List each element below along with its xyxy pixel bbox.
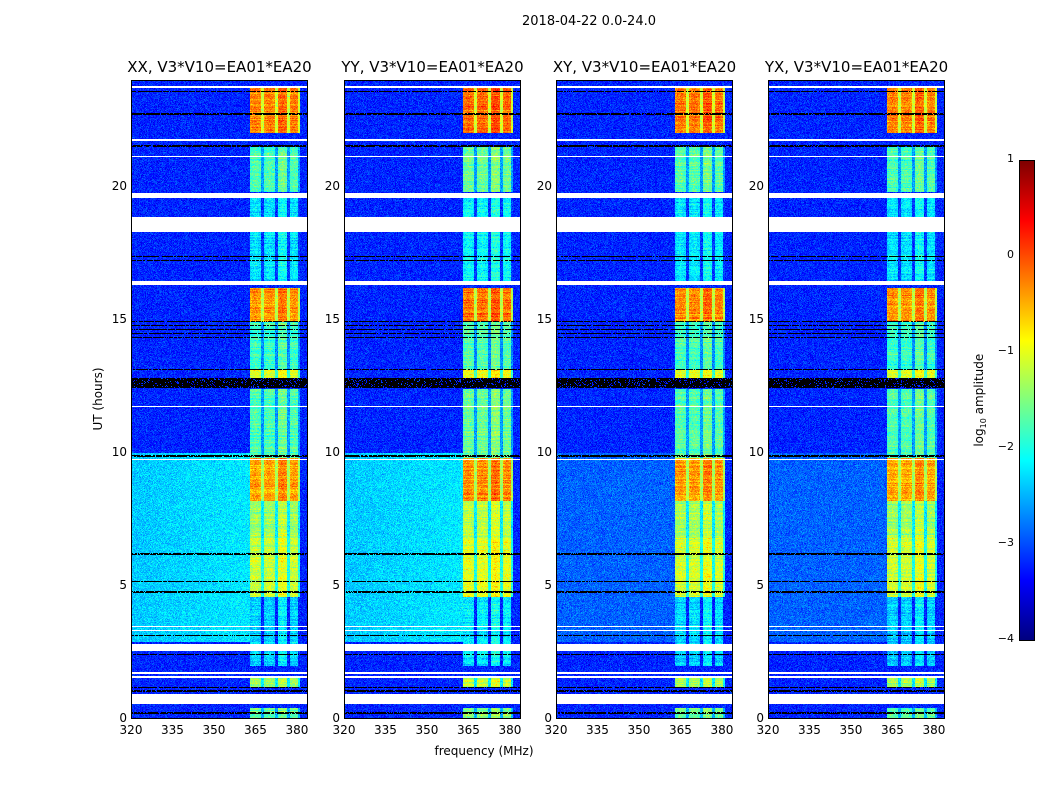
x-tick-label: 365 xyxy=(881,723,904,737)
x-tick-label: 365 xyxy=(457,723,480,737)
colorbar-label: log10 amplitude xyxy=(972,320,988,480)
y-tick-label: 0 xyxy=(119,711,127,725)
colorbar-tick-label: −1 xyxy=(997,344,1014,357)
y-tick-label: 0 xyxy=(756,711,764,725)
panel-title: YX, V3*V10=EA01*EA20 xyxy=(764,58,949,76)
x-tick-label: 335 xyxy=(586,723,609,737)
y-tick-label: 20 xyxy=(111,178,127,193)
y-tick-label: 10 xyxy=(111,444,127,459)
y-tick-label: 20 xyxy=(324,178,340,193)
x-tick-label: 335 xyxy=(374,723,397,737)
colorbar-tick-label: −3 xyxy=(997,536,1014,549)
panel-frame xyxy=(768,80,945,719)
y-tick-label: 10 xyxy=(536,444,552,459)
panel-title: XY, V3*V10=EA01*EA20 xyxy=(552,58,737,76)
spectrogram-heatmap xyxy=(344,80,521,719)
x-tick-label: 380 xyxy=(285,723,309,737)
y-tick-label: 10 xyxy=(748,444,764,459)
x-tick-label: 320 xyxy=(544,723,568,737)
x-tick-label: 380 xyxy=(922,723,946,737)
x-tick-label: 365 xyxy=(669,723,692,737)
x-tick-label: 320 xyxy=(756,723,780,737)
colorbar-tick-label: 1 xyxy=(1007,152,1014,165)
y-tick-label: 15 xyxy=(748,311,764,326)
y-tick-label: 5 xyxy=(332,577,340,592)
colorbar-label-suffix: amplitude xyxy=(971,353,986,419)
x-tick-label: 335 xyxy=(161,723,184,737)
y-tick-label: 5 xyxy=(756,577,764,592)
x-tick-label: 380 xyxy=(498,723,522,737)
panel-frame xyxy=(131,80,308,719)
panel-title: YY, V3*V10=EA01*EA20 xyxy=(341,58,524,76)
y-tick-label: 15 xyxy=(111,311,127,326)
spectrogram-heatmap xyxy=(131,80,308,719)
y-tick-label: 0 xyxy=(544,711,552,725)
panel-frame xyxy=(556,80,733,719)
x-tick-label: 350 xyxy=(202,723,226,737)
x-axis-label: frequency (MHz) xyxy=(434,744,534,758)
y-tick-label: 15 xyxy=(536,311,552,326)
x-tick-label: 380 xyxy=(710,723,734,737)
y-tick-label: 0 xyxy=(332,711,340,725)
y-tick-label: 20 xyxy=(748,178,764,193)
x-tick-label: 350 xyxy=(627,723,651,737)
x-tick-label: 320 xyxy=(332,723,356,737)
y-tick-label: 10 xyxy=(324,444,340,459)
y-tick-label: 20 xyxy=(536,178,552,193)
y-tick-label: 5 xyxy=(119,577,127,592)
colorbar-label-prefix: log xyxy=(971,428,986,447)
colorbar-tick-label: −4 xyxy=(997,632,1014,645)
x-tick-label: 350 xyxy=(839,723,863,737)
panel-frame xyxy=(344,80,521,719)
colorbar xyxy=(1019,160,1035,641)
colorbar-label-sub: 10 xyxy=(979,418,989,429)
x-tick-label: 335 xyxy=(798,723,821,737)
colorbar-tick-label: −2 xyxy=(997,440,1014,453)
x-tick-label: 350 xyxy=(415,723,439,737)
y-axis-label: UT (hours) xyxy=(91,367,105,431)
y-tick-label: 5 xyxy=(544,577,552,592)
y-tick-label: 15 xyxy=(324,311,340,326)
spectrogram-heatmap xyxy=(768,80,945,719)
spectrogram-heatmap xyxy=(556,80,733,719)
x-tick-label: 320 xyxy=(119,723,143,737)
figure-title: 2018-04-22 0.0-24.0 xyxy=(522,14,656,29)
x-tick-label: 365 xyxy=(244,723,267,737)
colorbar-tick-label: 0 xyxy=(1007,248,1014,261)
panel-title: XX, V3*V10=EA01*EA20 xyxy=(127,58,312,76)
